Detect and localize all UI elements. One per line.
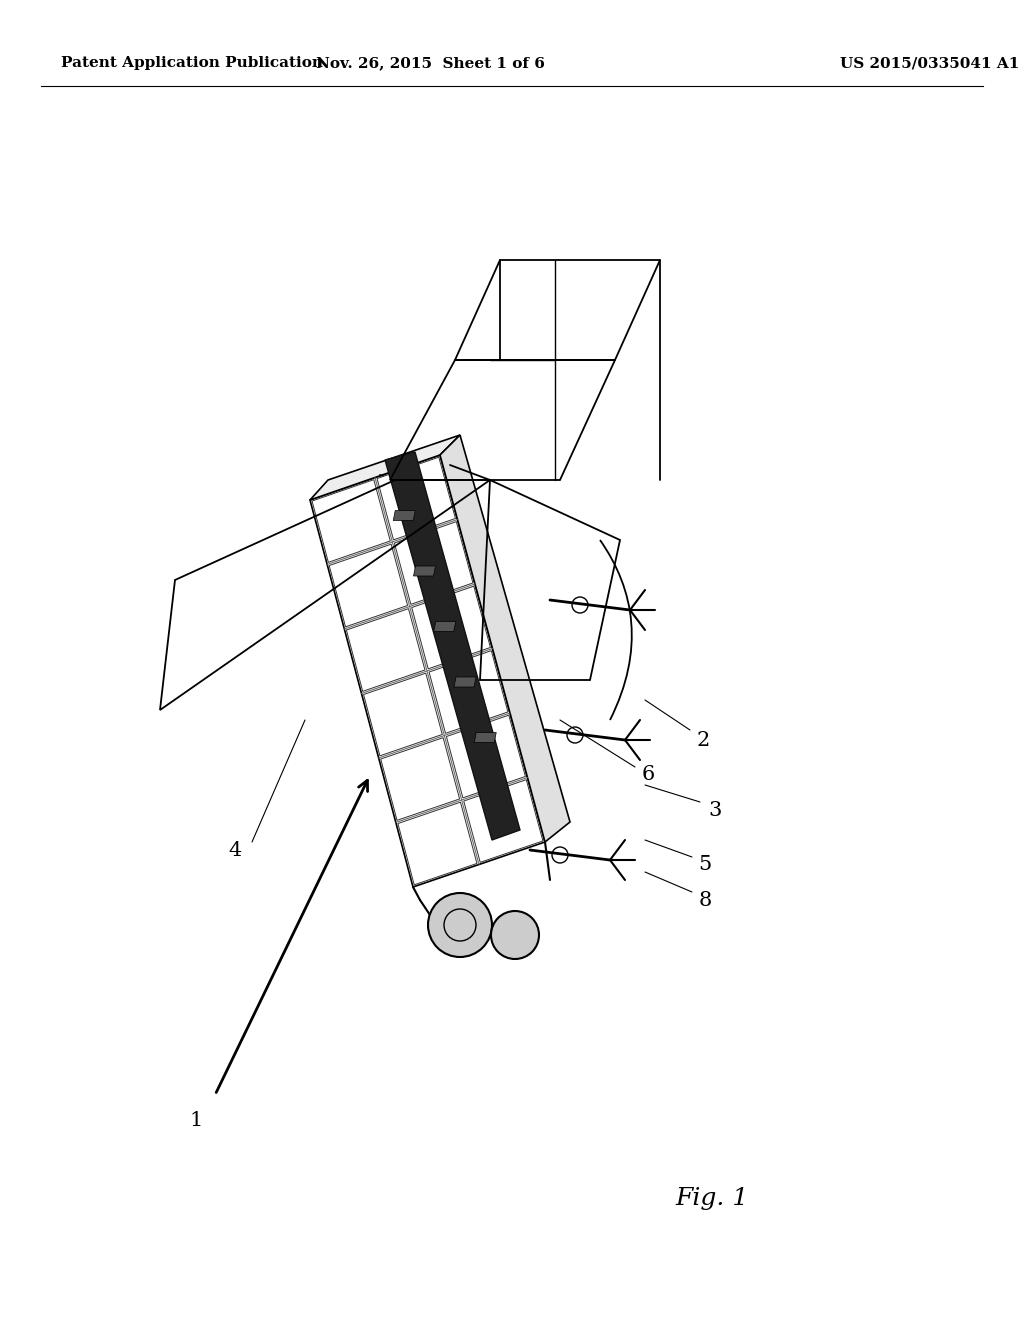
Polygon shape	[310, 455, 545, 887]
Text: Nov. 26, 2015  Sheet 1 of 6: Nov. 26, 2015 Sheet 1 of 6	[315, 57, 545, 70]
Text: 8: 8	[698, 891, 712, 909]
Text: 6: 6	[641, 766, 654, 784]
Polygon shape	[312, 479, 390, 562]
Polygon shape	[412, 586, 490, 669]
Polygon shape	[446, 715, 525, 797]
Polygon shape	[385, 451, 520, 840]
Text: 2: 2	[696, 730, 710, 750]
Polygon shape	[381, 738, 460, 820]
Text: 5: 5	[698, 855, 712, 874]
Polygon shape	[434, 622, 456, 631]
Polygon shape	[330, 544, 408, 627]
Polygon shape	[414, 566, 435, 576]
Text: Patent Application Publication: Patent Application Publication	[61, 57, 324, 70]
Text: 1: 1	[189, 1110, 203, 1130]
Polygon shape	[346, 609, 425, 692]
Polygon shape	[394, 521, 473, 605]
Polygon shape	[393, 511, 416, 520]
Circle shape	[428, 894, 492, 957]
Polygon shape	[310, 436, 460, 500]
Polygon shape	[429, 651, 508, 734]
Text: Fig. 1: Fig. 1	[676, 1187, 750, 1210]
Polygon shape	[440, 436, 570, 842]
Polygon shape	[398, 803, 477, 884]
Polygon shape	[454, 677, 476, 686]
Circle shape	[490, 911, 539, 960]
Text: 4: 4	[228, 841, 242, 859]
Polygon shape	[364, 673, 442, 756]
Polygon shape	[474, 733, 497, 742]
Polygon shape	[464, 780, 543, 862]
Polygon shape	[377, 457, 456, 540]
Text: US 2015/0335041 A1: US 2015/0335041 A1	[840, 57, 1019, 70]
Text: 3: 3	[709, 800, 722, 820]
